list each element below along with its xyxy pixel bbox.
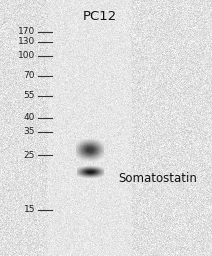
Text: 40: 40	[24, 113, 35, 123]
Text: 70: 70	[24, 71, 35, 80]
Text: 15: 15	[24, 206, 35, 215]
Text: 130: 130	[18, 37, 35, 47]
Text: 100: 100	[18, 51, 35, 60]
Text: 25: 25	[24, 151, 35, 159]
Text: PC12: PC12	[83, 10, 117, 23]
Text: Somatostatin: Somatostatin	[118, 172, 197, 185]
Text: 170: 170	[18, 27, 35, 37]
Text: 35: 35	[24, 127, 35, 136]
Text: 55: 55	[24, 91, 35, 101]
